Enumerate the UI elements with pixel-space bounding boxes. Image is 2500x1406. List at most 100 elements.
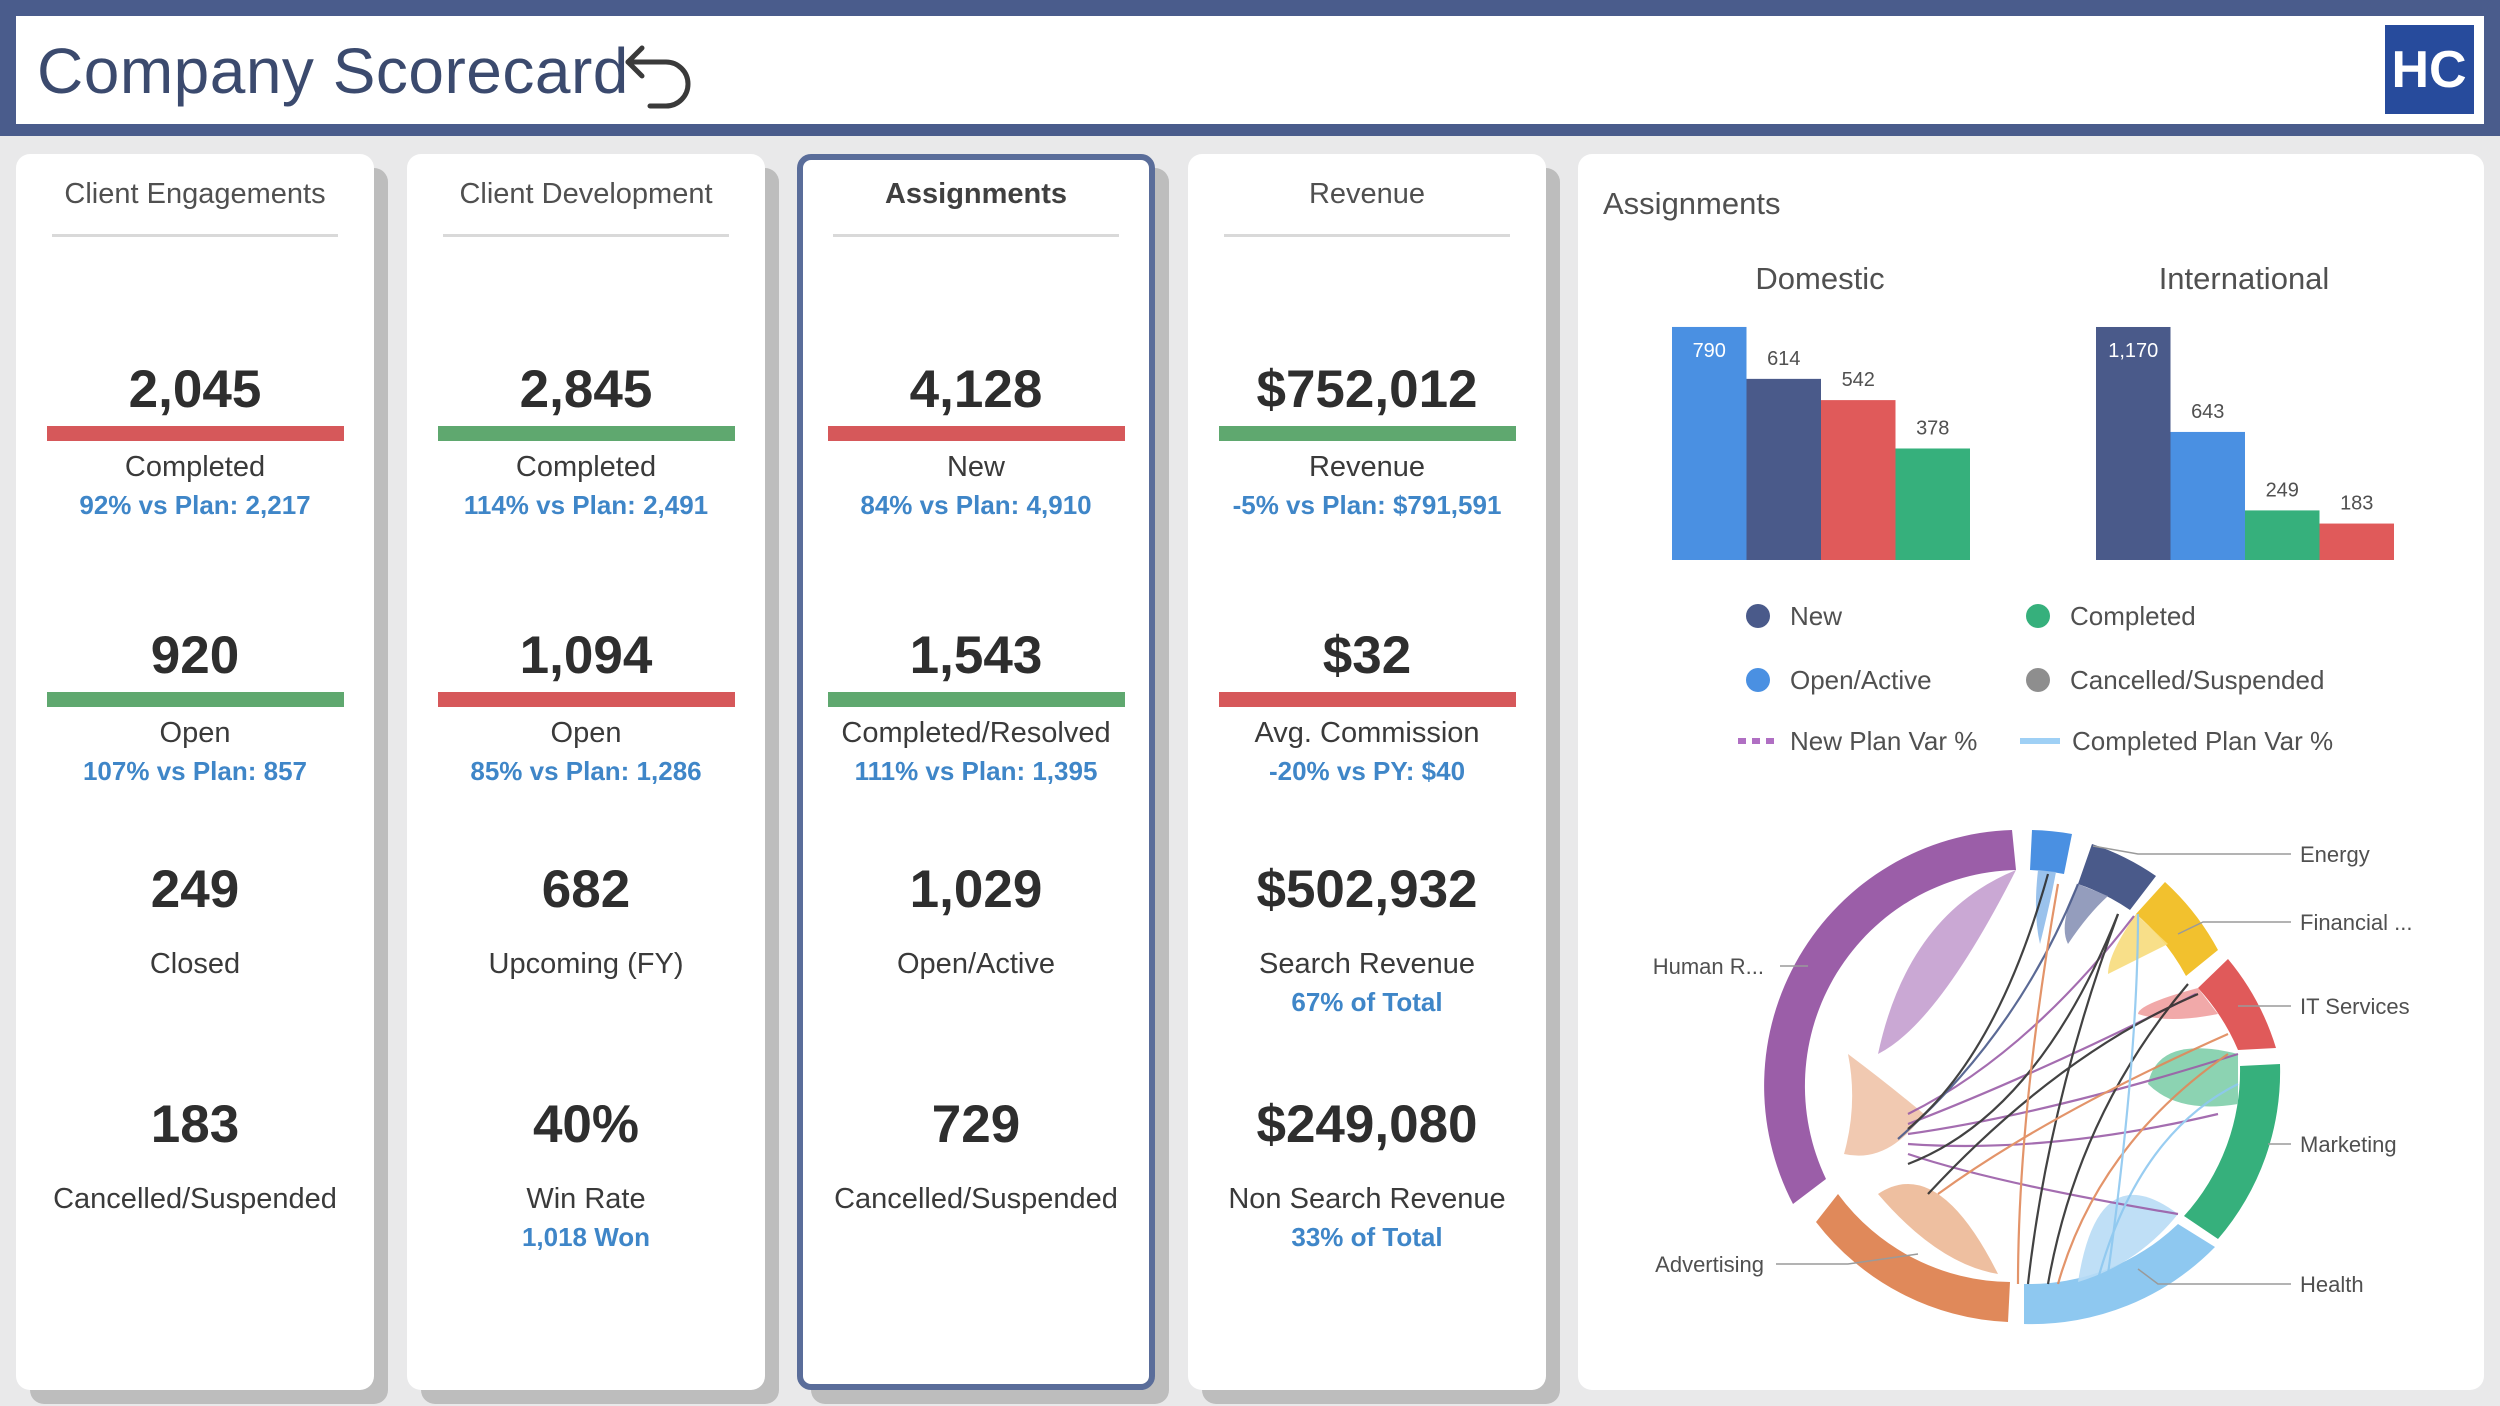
domestic-chart-title: Domestic bbox=[1755, 261, 1884, 296]
domestic-bar-group: 790 614 542 378 bbox=[1672, 326, 1971, 560]
bar-international-1[interactable] bbox=[2170, 431, 2246, 560]
metric-sub: -20% vs PY: $40 bbox=[1268, 756, 1466, 786]
bar-domestic-0[interactable] bbox=[1672, 326, 1747, 560]
card-assignments[interactable]: Assignments 4,128 New 84% vs Plan: 4,910… bbox=[797, 154, 1155, 1390]
status-bar-red bbox=[827, 426, 1125, 441]
chord-label-advertising: Advertising bbox=[1655, 1252, 1764, 1277]
chord-label-it-services: IT Services bbox=[2300, 994, 2410, 1019]
metric-cancelled: 729 Cancelled/Suspended bbox=[803, 1095, 1149, 1217]
metric-open-active: 1,029 Open/Active bbox=[803, 860, 1149, 982]
chord-label-marketing: Marketing bbox=[2300, 1132, 2397, 1157]
card-client-development[interactable]: Client Development 2,845 Completed 114% … bbox=[407, 154, 765, 1390]
card-title: Assignments bbox=[884, 178, 1068, 210]
card-client-engagements[interactable]: Client Engagements 2,045 Completed 92% v… bbox=[16, 154, 374, 1390]
metric-value: 4,128 bbox=[909, 360, 1043, 419]
card-divider bbox=[1224, 234, 1510, 237]
chord-ribbon bbox=[1878, 1184, 1998, 1274]
chord-label-human-resources: Human R... bbox=[1653, 954, 1764, 979]
metric-sub: 84% vs Plan: 4,910 bbox=[860, 490, 1092, 520]
metric-completed: 2,845 Completed 114% vs Plan: 2,491 bbox=[407, 360, 765, 522]
legend-completed-label: Completed bbox=[2070, 601, 2196, 631]
legend-new-plan-var-label: New Plan Var % bbox=[1790, 726, 1977, 756]
metric-open: 920 Open 107% vs Plan: 857 bbox=[16, 626, 374, 788]
metric-label: Cancelled/Suspended bbox=[53, 1183, 337, 1215]
metric-value: $752,012 bbox=[1256, 360, 1478, 419]
status-bar-green bbox=[46, 692, 344, 707]
metric-value: 1,543 bbox=[909, 626, 1043, 685]
legend-cancelled-swatch bbox=[2026, 668, 2050, 692]
metric-label: Completed bbox=[124, 451, 266, 483]
metric-label: Open/Active bbox=[897, 948, 1055, 980]
legend-completed-plan-var-label: Completed Plan Var % bbox=[2072, 726, 2333, 756]
legend-new-swatch bbox=[1746, 604, 1770, 628]
status-bar-red bbox=[46, 426, 344, 441]
bar-international-0[interactable] bbox=[2096, 326, 2171, 560]
metric-value: 249 bbox=[150, 860, 240, 919]
logo-text: HC bbox=[2391, 41, 2466, 99]
metric-value: 2,845 bbox=[519, 360, 653, 419]
chord-labels: Energy Financial ... IT Services Marketi… bbox=[1653, 842, 2413, 1297]
metric-label: Upcoming (FY) bbox=[488, 948, 684, 980]
card-revenue[interactable]: Revenue $752,012 Revenue -5% vs Plan: $7… bbox=[1188, 154, 1546, 1390]
chord-ribbon bbox=[1878, 870, 2016, 1054]
chord-arc-financial bbox=[2136, 882, 2218, 976]
card-title: Revenue bbox=[1308, 178, 1426, 210]
bar-value-label: 614 bbox=[1767, 348, 1800, 370]
metric-sub: 114% vs Plan: 2,491 bbox=[463, 490, 709, 520]
metric-value: 2,045 bbox=[128, 360, 262, 419]
metric-win-rate: 40% Win Rate 1,018 Won bbox=[407, 1095, 765, 1254]
assignments-chart-panel[interactable]: Assignments Domestic International 790 61… bbox=[1578, 154, 2484, 1390]
metric-sub: 1,018 Won bbox=[521, 1222, 651, 1252]
metric-value: $32 bbox=[1322, 626, 1412, 685]
metric-label: Open bbox=[159, 717, 231, 749]
metric-label: Completed bbox=[515, 451, 657, 483]
chord-label-energy: Energy bbox=[2300, 842, 2370, 867]
metric-new: 4,128 New 84% vs Plan: 4,910 bbox=[803, 360, 1149, 522]
bar-international-3[interactable] bbox=[2319, 523, 2395, 560]
chord-arc-marketing bbox=[2184, 1064, 2281, 1239]
legend-open-active-swatch bbox=[1746, 668, 1770, 692]
bar-value-label: 542 bbox=[1842, 369, 1875, 391]
bar-domestic-1[interactable] bbox=[1746, 378, 1822, 560]
metric-value: 1,094 bbox=[519, 626, 653, 685]
metric-value: 729 bbox=[931, 1095, 1021, 1154]
metric-sub: 107% vs Plan: 857 bbox=[82, 756, 308, 786]
metric-value: $502,932 bbox=[1256, 860, 1478, 919]
card-title: Client Development bbox=[459, 178, 713, 210]
bar-domestic-2[interactable] bbox=[1821, 400, 1896, 560]
metric-completed: 2,045 Completed 92% vs Plan: 2,217 bbox=[16, 360, 374, 522]
card-divider bbox=[833, 234, 1119, 237]
status-bar-green bbox=[1218, 426, 1516, 441]
status-bar-green bbox=[827, 692, 1125, 707]
bar-value-label: 249 bbox=[2266, 479, 2299, 501]
card-divider bbox=[443, 234, 729, 237]
metric-label: Completed/Resolved bbox=[841, 717, 1111, 749]
chord-arc-energy bbox=[2078, 844, 2156, 910]
metric-open: 1,094 Open 85% vs Plan: 1,286 bbox=[407, 626, 765, 788]
metric-value: $249,080 bbox=[1256, 1095, 1478, 1154]
bar-value-label: 790 bbox=[1693, 340, 1726, 362]
metric-sub: -5% vs Plan: $791,591 bbox=[1232, 490, 1502, 520]
metric-sub: 67% of Total bbox=[1291, 987, 1443, 1017]
bar-value-label: 1,170 bbox=[2108, 340, 2158, 362]
header-bar: Company Scorecard HC bbox=[16, 16, 2484, 124]
metric-label: Avg. Commission bbox=[1254, 717, 1480, 749]
undo-arrow-icon[interactable] bbox=[620, 34, 702, 112]
chord-arc-it-services bbox=[2198, 959, 2276, 1050]
metric-label: Open bbox=[550, 717, 622, 749]
chord-callout-lines bbox=[1776, 845, 2291, 1285]
chord-label-health: Health bbox=[2300, 1272, 2364, 1297]
industry-chord-diagram: Energy Financial ... IT Services Marketi… bbox=[1653, 830, 2413, 1325]
metric-completed-resolved: 1,543 Completed/Resolved 111% vs Plan: 1… bbox=[803, 626, 1149, 788]
chord-ribbon bbox=[2035, 870, 2056, 944]
metric-label: Cancelled/Suspended bbox=[834, 1183, 1118, 1215]
status-bar-red bbox=[437, 692, 735, 707]
page-title: Company Scorecard bbox=[37, 35, 629, 107]
assignments-chart-svg[interactable]: Domestic International 790 614 542 378 1,17… bbox=[1578, 154, 2484, 1390]
bar-domestic-3[interactable] bbox=[1895, 448, 1971, 560]
metric-non-search-revenue: $249,080 Non Search Revenue 33% of Total bbox=[1188, 1095, 1546, 1254]
metric-cancelled: 183 Cancelled/Suspended bbox=[16, 1095, 374, 1217]
bar-value-label: 183 bbox=[2340, 493, 2373, 515]
bar-international-2[interactable] bbox=[2245, 510, 2320, 560]
metric-sub: 85% vs Plan: 1,286 bbox=[470, 756, 702, 786]
